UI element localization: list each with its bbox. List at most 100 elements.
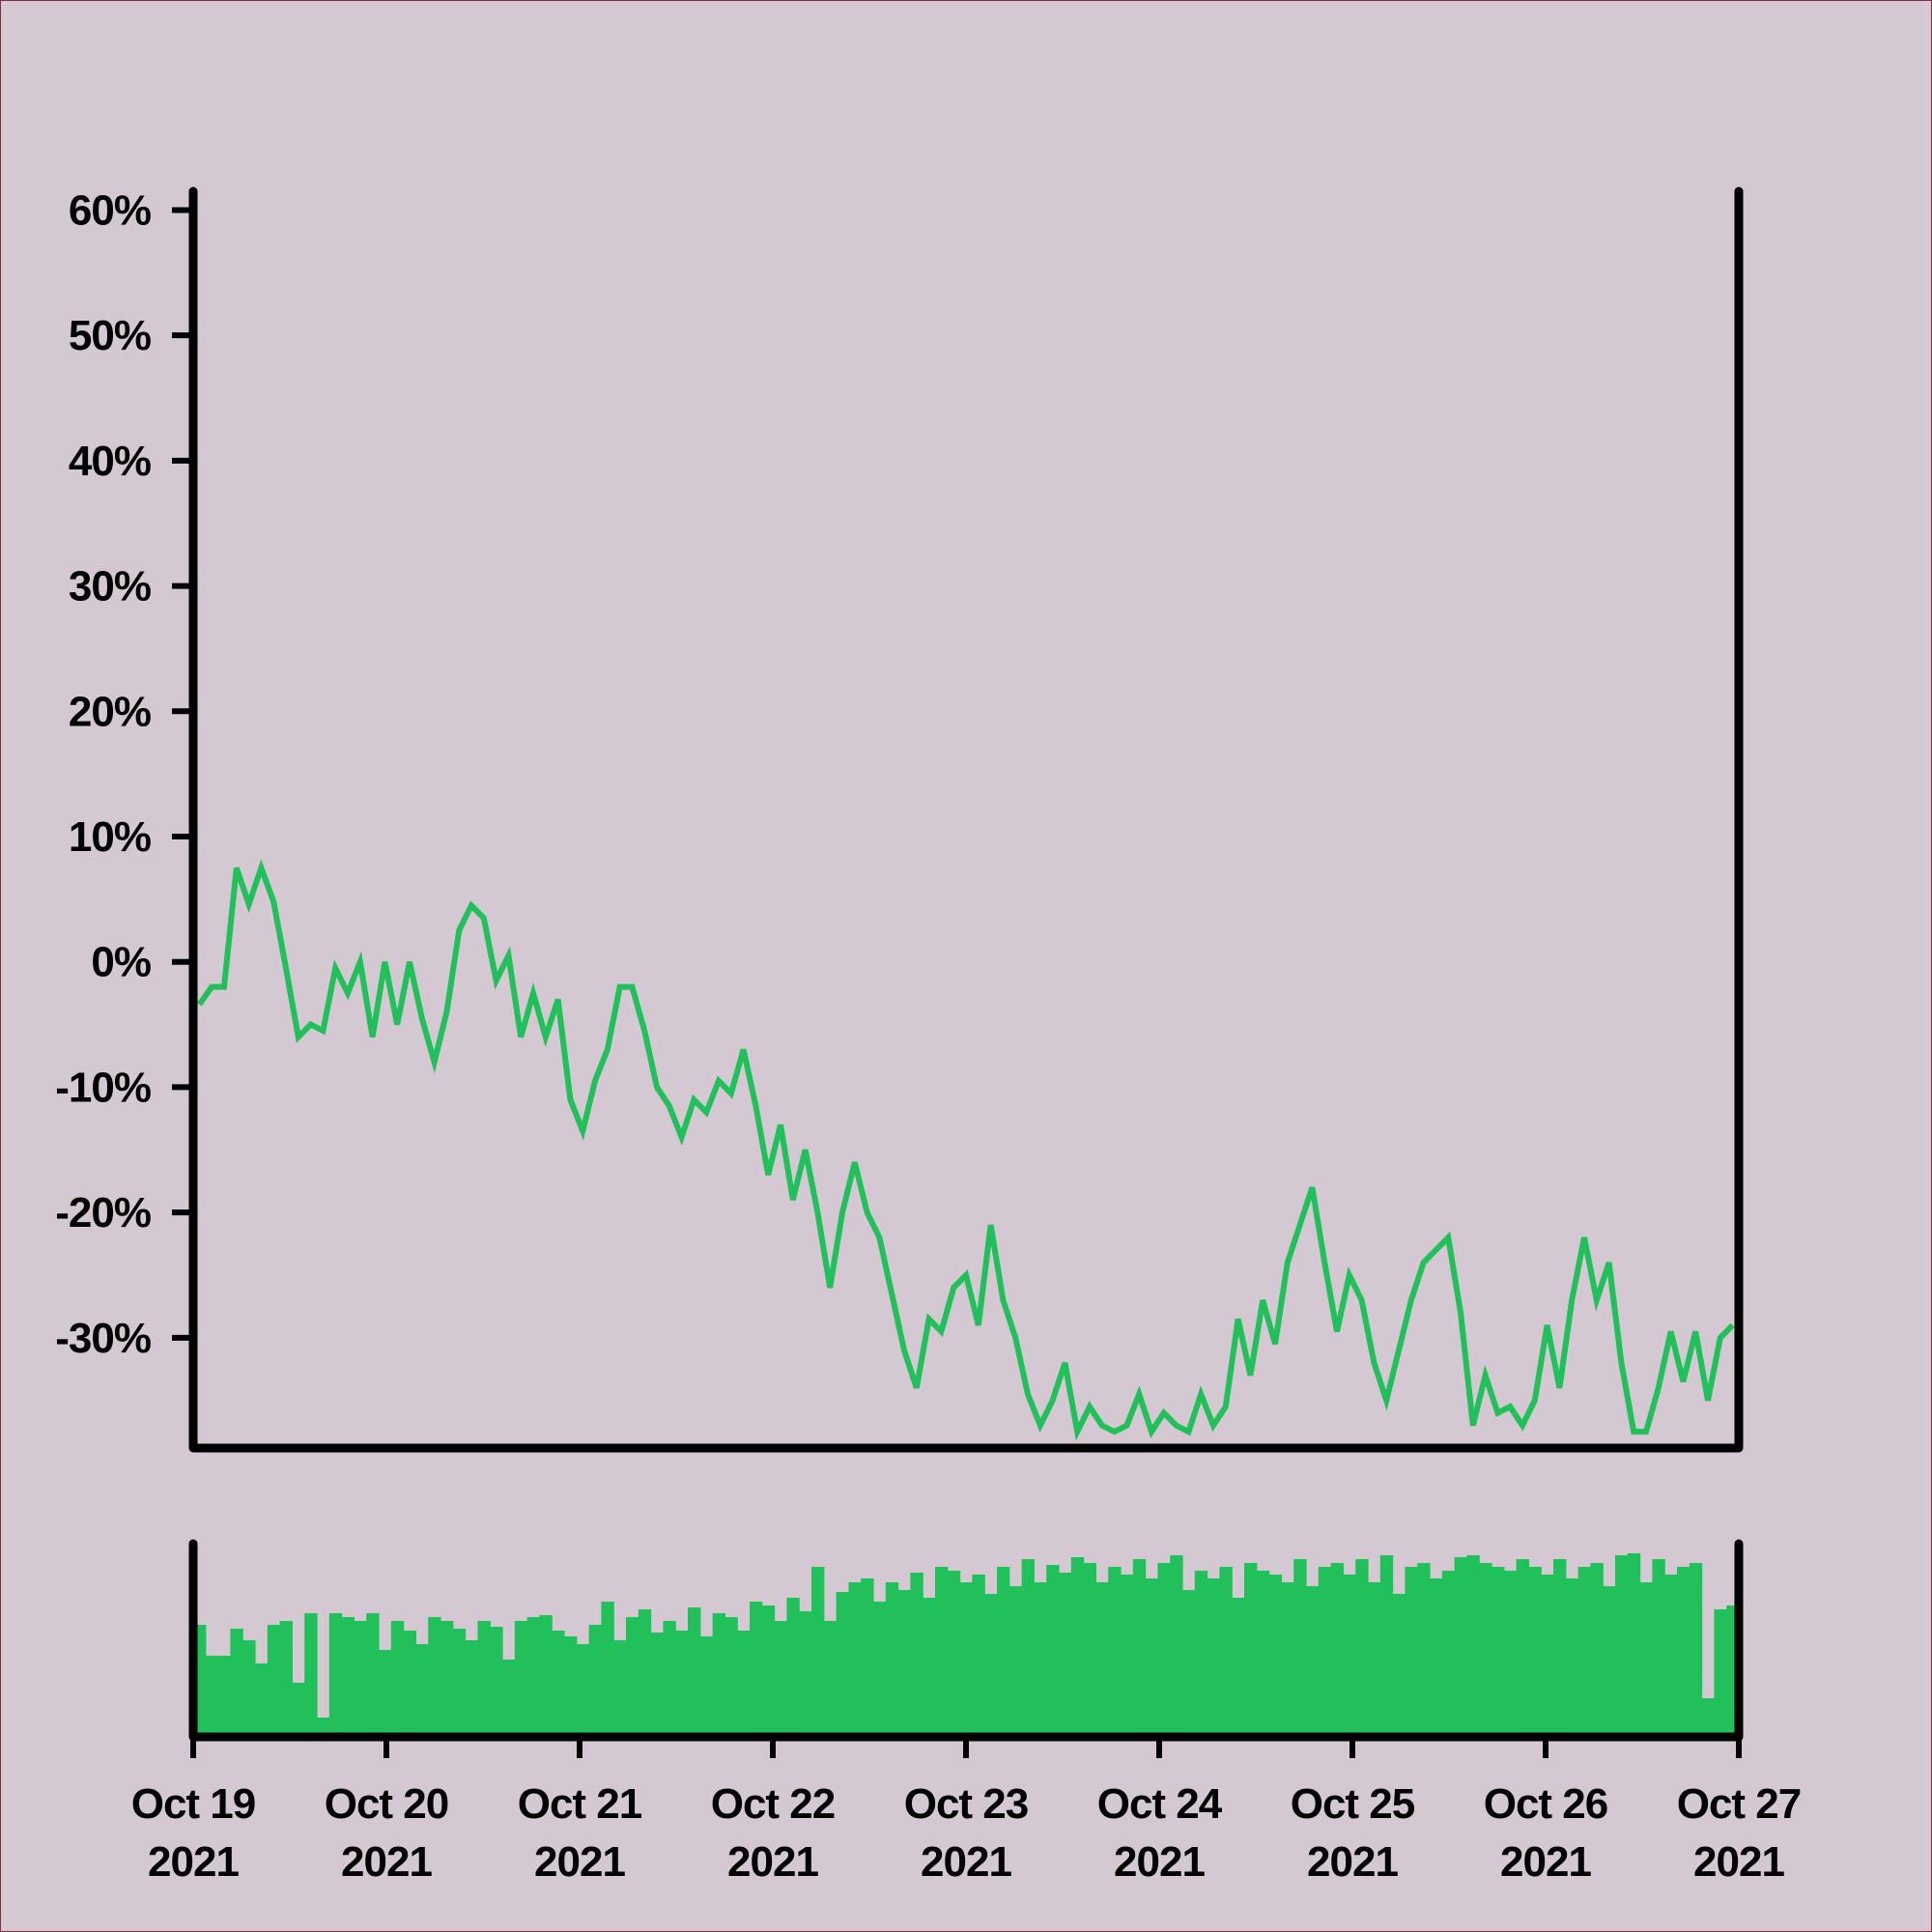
volume-bar bbox=[341, 1617, 355, 1737]
volume-bar bbox=[1528, 1567, 1542, 1737]
volume-bar bbox=[390, 1621, 405, 1737]
volume-bar bbox=[539, 1615, 553, 1737]
volume-bar bbox=[1492, 1567, 1505, 1737]
volume-bar bbox=[613, 1640, 627, 1737]
volume-bar bbox=[1701, 1698, 1715, 1737]
x-tick-label: Oct 22 2021 bbox=[711, 1780, 836, 1886]
volume-bar bbox=[1355, 1559, 1369, 1737]
volume-bar bbox=[1392, 1594, 1406, 1737]
volume-bar bbox=[514, 1621, 528, 1737]
volume-bar bbox=[1714, 1609, 1727, 1737]
y-tick-label: 30% bbox=[69, 563, 151, 611]
volume-bar bbox=[1689, 1563, 1703, 1737]
volume-bar bbox=[354, 1621, 367, 1737]
volume-bar bbox=[1441, 1571, 1456, 1737]
volume-bar bbox=[1639, 1582, 1653, 1737]
volume-bar bbox=[1430, 1578, 1443, 1737]
volume-bar bbox=[1293, 1559, 1307, 1737]
volume-bar bbox=[1059, 1573, 1072, 1737]
volume-bar bbox=[279, 1621, 293, 1737]
volume-bar bbox=[1244, 1563, 1258, 1737]
volume-bar bbox=[1306, 1586, 1320, 1737]
x-tick-label: Oct 25 2021 bbox=[1291, 1780, 1415, 1886]
volume-bar bbox=[552, 1631, 565, 1737]
volume-bar bbox=[786, 1598, 800, 1737]
volume-bar bbox=[242, 1640, 256, 1737]
volume-bar bbox=[699, 1636, 714, 1737]
volume-bar bbox=[1207, 1578, 1220, 1737]
volume-bar bbox=[638, 1609, 652, 1737]
volume-bar bbox=[935, 1567, 949, 1737]
volume-bar bbox=[1479, 1563, 1492, 1737]
volume-bar bbox=[1318, 1567, 1332, 1737]
volume-bar bbox=[1405, 1567, 1418, 1737]
volume-bar bbox=[267, 1625, 281, 1737]
volume-bar bbox=[1454, 1557, 1467, 1737]
volume-bar bbox=[1664, 1575, 1678, 1737]
volume-bar bbox=[675, 1631, 689, 1737]
volume-bar bbox=[897, 1590, 911, 1737]
volume-bar bbox=[1009, 1586, 1023, 1737]
volume-bar bbox=[452, 1629, 467, 1737]
volume-bar bbox=[947, 1571, 961, 1737]
volume-bar bbox=[379, 1650, 392, 1737]
volume-bar bbox=[1368, 1582, 1381, 1737]
volume-bar bbox=[465, 1640, 478, 1737]
volume-bar bbox=[1083, 1563, 1096, 1737]
volume-bar bbox=[959, 1582, 973, 1737]
volume-bar bbox=[1615, 1555, 1629, 1737]
volume-bar bbox=[1194, 1571, 1208, 1737]
volume-bar bbox=[205, 1656, 219, 1737]
x-tick-label: Oct 20 2021 bbox=[325, 1780, 449, 1886]
volume-bar bbox=[1627, 1553, 1641, 1737]
volume-bar bbox=[848, 1582, 862, 1737]
volume-bar bbox=[1652, 1559, 1665, 1737]
volume-bar bbox=[576, 1644, 590, 1737]
price-line bbox=[196, 859, 1735, 1441]
y-tick-label: 10% bbox=[69, 813, 151, 861]
volume-bar bbox=[724, 1617, 738, 1737]
volume-bar bbox=[1232, 1598, 1245, 1737]
volume-bar bbox=[1182, 1590, 1196, 1737]
volume-bar bbox=[601, 1602, 614, 1737]
volume-bar bbox=[255, 1663, 269, 1737]
volume-bar bbox=[1121, 1575, 1134, 1737]
volume-bar bbox=[873, 1602, 887, 1737]
x-tick-label: Oct 21 2021 bbox=[518, 1780, 642, 1886]
volume-bar bbox=[1330, 1563, 1344, 1737]
volume-bar bbox=[1046, 1565, 1060, 1737]
y-tick-label: 40% bbox=[69, 438, 151, 485]
volume-bar bbox=[1516, 1559, 1529, 1737]
volume-bar bbox=[564, 1636, 578, 1737]
volume-bar bbox=[1256, 1571, 1270, 1737]
volume-bar bbox=[588, 1625, 602, 1737]
volume-bar bbox=[923, 1598, 936, 1737]
volume-bar bbox=[217, 1656, 231, 1737]
x-tick-label: Oct 27 2021 bbox=[1677, 1780, 1802, 1886]
volume-bar bbox=[688, 1607, 701, 1737]
y-tick-label: 20% bbox=[69, 688, 151, 735]
volume-bar bbox=[428, 1617, 441, 1737]
volume-bar bbox=[1170, 1555, 1183, 1737]
volume-bar bbox=[836, 1592, 849, 1737]
volume-bar bbox=[1541, 1575, 1554, 1737]
volume-bar bbox=[1577, 1567, 1591, 1737]
volume-bar bbox=[626, 1617, 639, 1737]
volume-bar bbox=[1021, 1559, 1035, 1737]
volume-bar bbox=[304, 1613, 318, 1737]
volume-bar bbox=[712, 1613, 725, 1737]
volume-bar bbox=[1590, 1563, 1604, 1737]
volume-bar bbox=[230, 1629, 243, 1737]
y-tick-label: -10% bbox=[55, 1064, 151, 1111]
volume-bar bbox=[415, 1644, 429, 1737]
y-tick-label: 60% bbox=[69, 186, 151, 234]
volume-bar bbox=[526, 1617, 540, 1737]
volume-bar bbox=[650, 1633, 664, 1737]
volume-bar bbox=[761, 1605, 776, 1737]
volume-bar bbox=[440, 1621, 454, 1737]
volume-bar bbox=[502, 1660, 516, 1737]
volume-bar bbox=[663, 1621, 676, 1737]
volume-bar bbox=[1417, 1563, 1431, 1737]
